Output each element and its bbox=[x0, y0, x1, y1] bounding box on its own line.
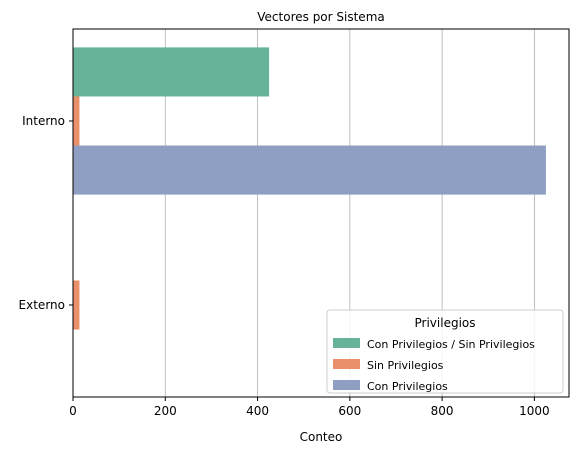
x-tick-label: 600 bbox=[338, 404, 361, 418]
legend: Privilegios Con Privilegios / Sin Privil… bbox=[326, 309, 564, 394]
x-tick-label: 800 bbox=[431, 404, 454, 418]
bar bbox=[73, 280, 80, 330]
x-tick-label: 200 bbox=[154, 404, 177, 418]
x-tick-label: 1000 bbox=[519, 404, 550, 418]
plot-frame bbox=[72, 28, 570, 398]
bar bbox=[73, 145, 546, 195]
legend-label: Con Privilegios / Sin Privilegios bbox=[367, 338, 535, 351]
y-tick-label: Interno bbox=[22, 114, 65, 128]
x-tick-label: 0 bbox=[69, 404, 77, 418]
bars bbox=[73, 47, 546, 330]
legend-label: Con Privilegios bbox=[367, 380, 448, 393]
legend-title: Privilegios bbox=[415, 316, 476, 330]
bar bbox=[73, 96, 80, 146]
x-tick-label: 400 bbox=[246, 404, 269, 418]
legend-box bbox=[326, 309, 564, 394]
legend-swatch bbox=[333, 359, 360, 369]
legend-items: Con Privilegios / Sin Privilegios Sin Pri… bbox=[333, 338, 535, 393]
y-tick-label: Externo bbox=[19, 298, 65, 312]
legend-swatch bbox=[333, 338, 360, 348]
bar bbox=[73, 47, 270, 97]
y-axis: Interno Externo bbox=[19, 114, 73, 312]
x-axis-title: Conteo bbox=[300, 430, 343, 444]
legend-swatch bbox=[333, 380, 360, 390]
chart-title: Vectores por Sistema bbox=[257, 10, 384, 24]
legend-label: Sin Privilegios bbox=[367, 359, 444, 372]
x-axis: 0 200 400 600 800 1000 bbox=[69, 397, 550, 418]
